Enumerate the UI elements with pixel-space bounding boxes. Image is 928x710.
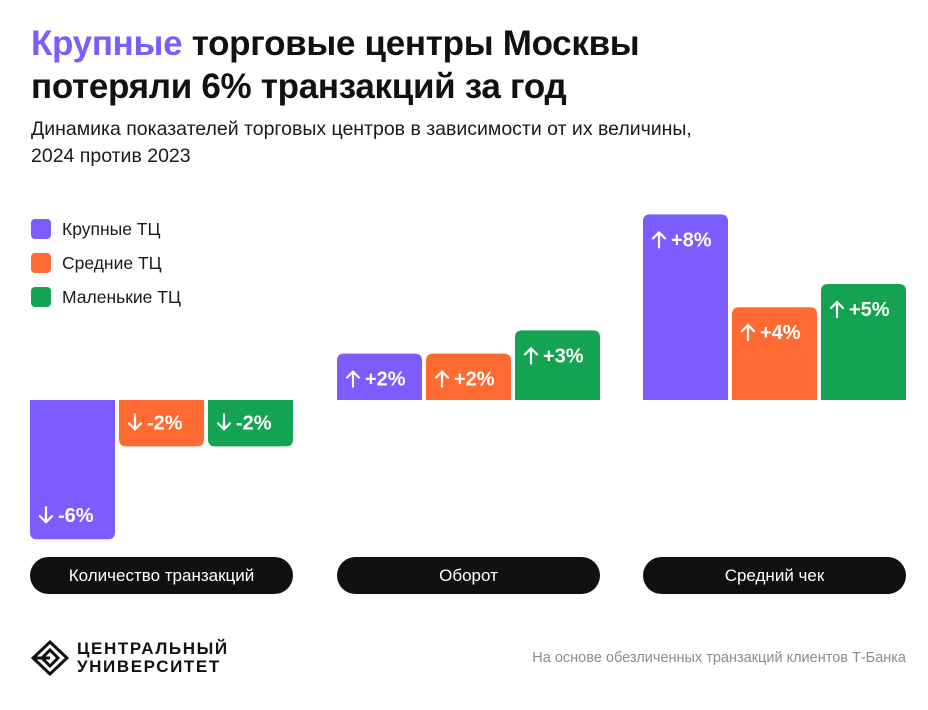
legend-item-small: Маленькие ТЦ <box>31 280 181 314</box>
arrow-up-icon <box>434 370 450 388</box>
legend-label-medium: Средние ТЦ <box>62 252 162 273</box>
logo-icon <box>31 640 69 676</box>
arrow-up-icon <box>651 231 667 249</box>
legend-swatch-large <box>31 219 51 239</box>
bar-turnover-small <box>515 330 600 400</box>
category-pill-transactions: Количество транзакций <box>30 557 293 594</box>
logo-line1: ЦЕНТРАЛЬНЫЙ <box>77 639 229 658</box>
bar-label-average-check-medium: +4% <box>760 322 801 344</box>
bar-turnover-medium <box>426 353 511 400</box>
bar-label-transactions-small: -2% <box>236 412 272 434</box>
arrow-up-icon <box>829 300 845 319</box>
bar-transactions-small <box>208 400 293 447</box>
legend-item-large: Крупные ТЦ <box>31 212 181 246</box>
bar-label-transactions-large: -6% <box>58 505 94 527</box>
title-line1-rest: торговые центры Москвы <box>182 24 640 63</box>
bar-average-check-large <box>643 214 728 400</box>
logo: ЦЕНТРАЛЬНЫЙ УНИВЕРСИТЕТ <box>31 640 229 676</box>
logo-line2: УНИВЕРСИТЕТ <box>77 657 221 676</box>
category-pill-average-check: Средний чек <box>643 557 906 594</box>
legend-label-large: Крупные ТЦ <box>62 218 161 239</box>
category-pill-turnover: Оборот <box>337 557 600 594</box>
legend: Крупные ТЦ Средние ТЦ Маленькие ТЦ <box>31 212 181 314</box>
logo-text: ЦЕНТРАЛЬНЫЙ УНИВЕРСИТЕТ <box>77 640 229 676</box>
title-line2: потеряли 6% транзакций за год <box>31 67 567 106</box>
arrow-up-icon <box>523 347 539 365</box>
arrow-up-icon <box>345 370 361 388</box>
chart-subtitle: Динамика показателей торговых центров в … <box>31 116 891 170</box>
bar-turnover-large <box>337 353 422 400</box>
legend-swatch-medium <box>31 253 51 273</box>
arrow-down-icon <box>127 413 143 431</box>
bar-label-turnover-large: +2% <box>365 369 406 391</box>
bar-label-turnover-small: +3% <box>543 345 584 367</box>
bar-average-check-medium <box>732 307 817 400</box>
bar-label-turnover-medium: +2% <box>454 369 495 391</box>
title-highlight: Крупные <box>31 24 183 63</box>
subtitle-line2: 2024 против 2023 <box>31 145 191 167</box>
arrow-down-icon <box>38 506 54 524</box>
bar-label-transactions-medium: -2% <box>147 412 183 434</box>
subtitle-line1: Динамика показателей торговых центров в … <box>31 118 692 140</box>
chart-title: Крупные торговые центры Москвы потеряли … <box>31 22 891 108</box>
bar-label-average-check-large: +8% <box>671 229 712 251</box>
bar-transactions-medium <box>119 400 204 447</box>
source-note: На основе обезличенных транзакций клиент… <box>532 650 906 666</box>
bar-transactions-large <box>30 400 115 540</box>
legend-swatch-small <box>31 287 51 307</box>
bar-label-average-check-small: +5% <box>849 299 890 321</box>
legend-label-small: Маленькие ТЦ <box>62 286 181 307</box>
bar-average-check-small <box>821 284 906 400</box>
legend-item-medium: Средние ТЦ <box>31 246 181 280</box>
arrow-down-icon <box>216 413 232 431</box>
arrow-up-icon <box>740 324 756 342</box>
